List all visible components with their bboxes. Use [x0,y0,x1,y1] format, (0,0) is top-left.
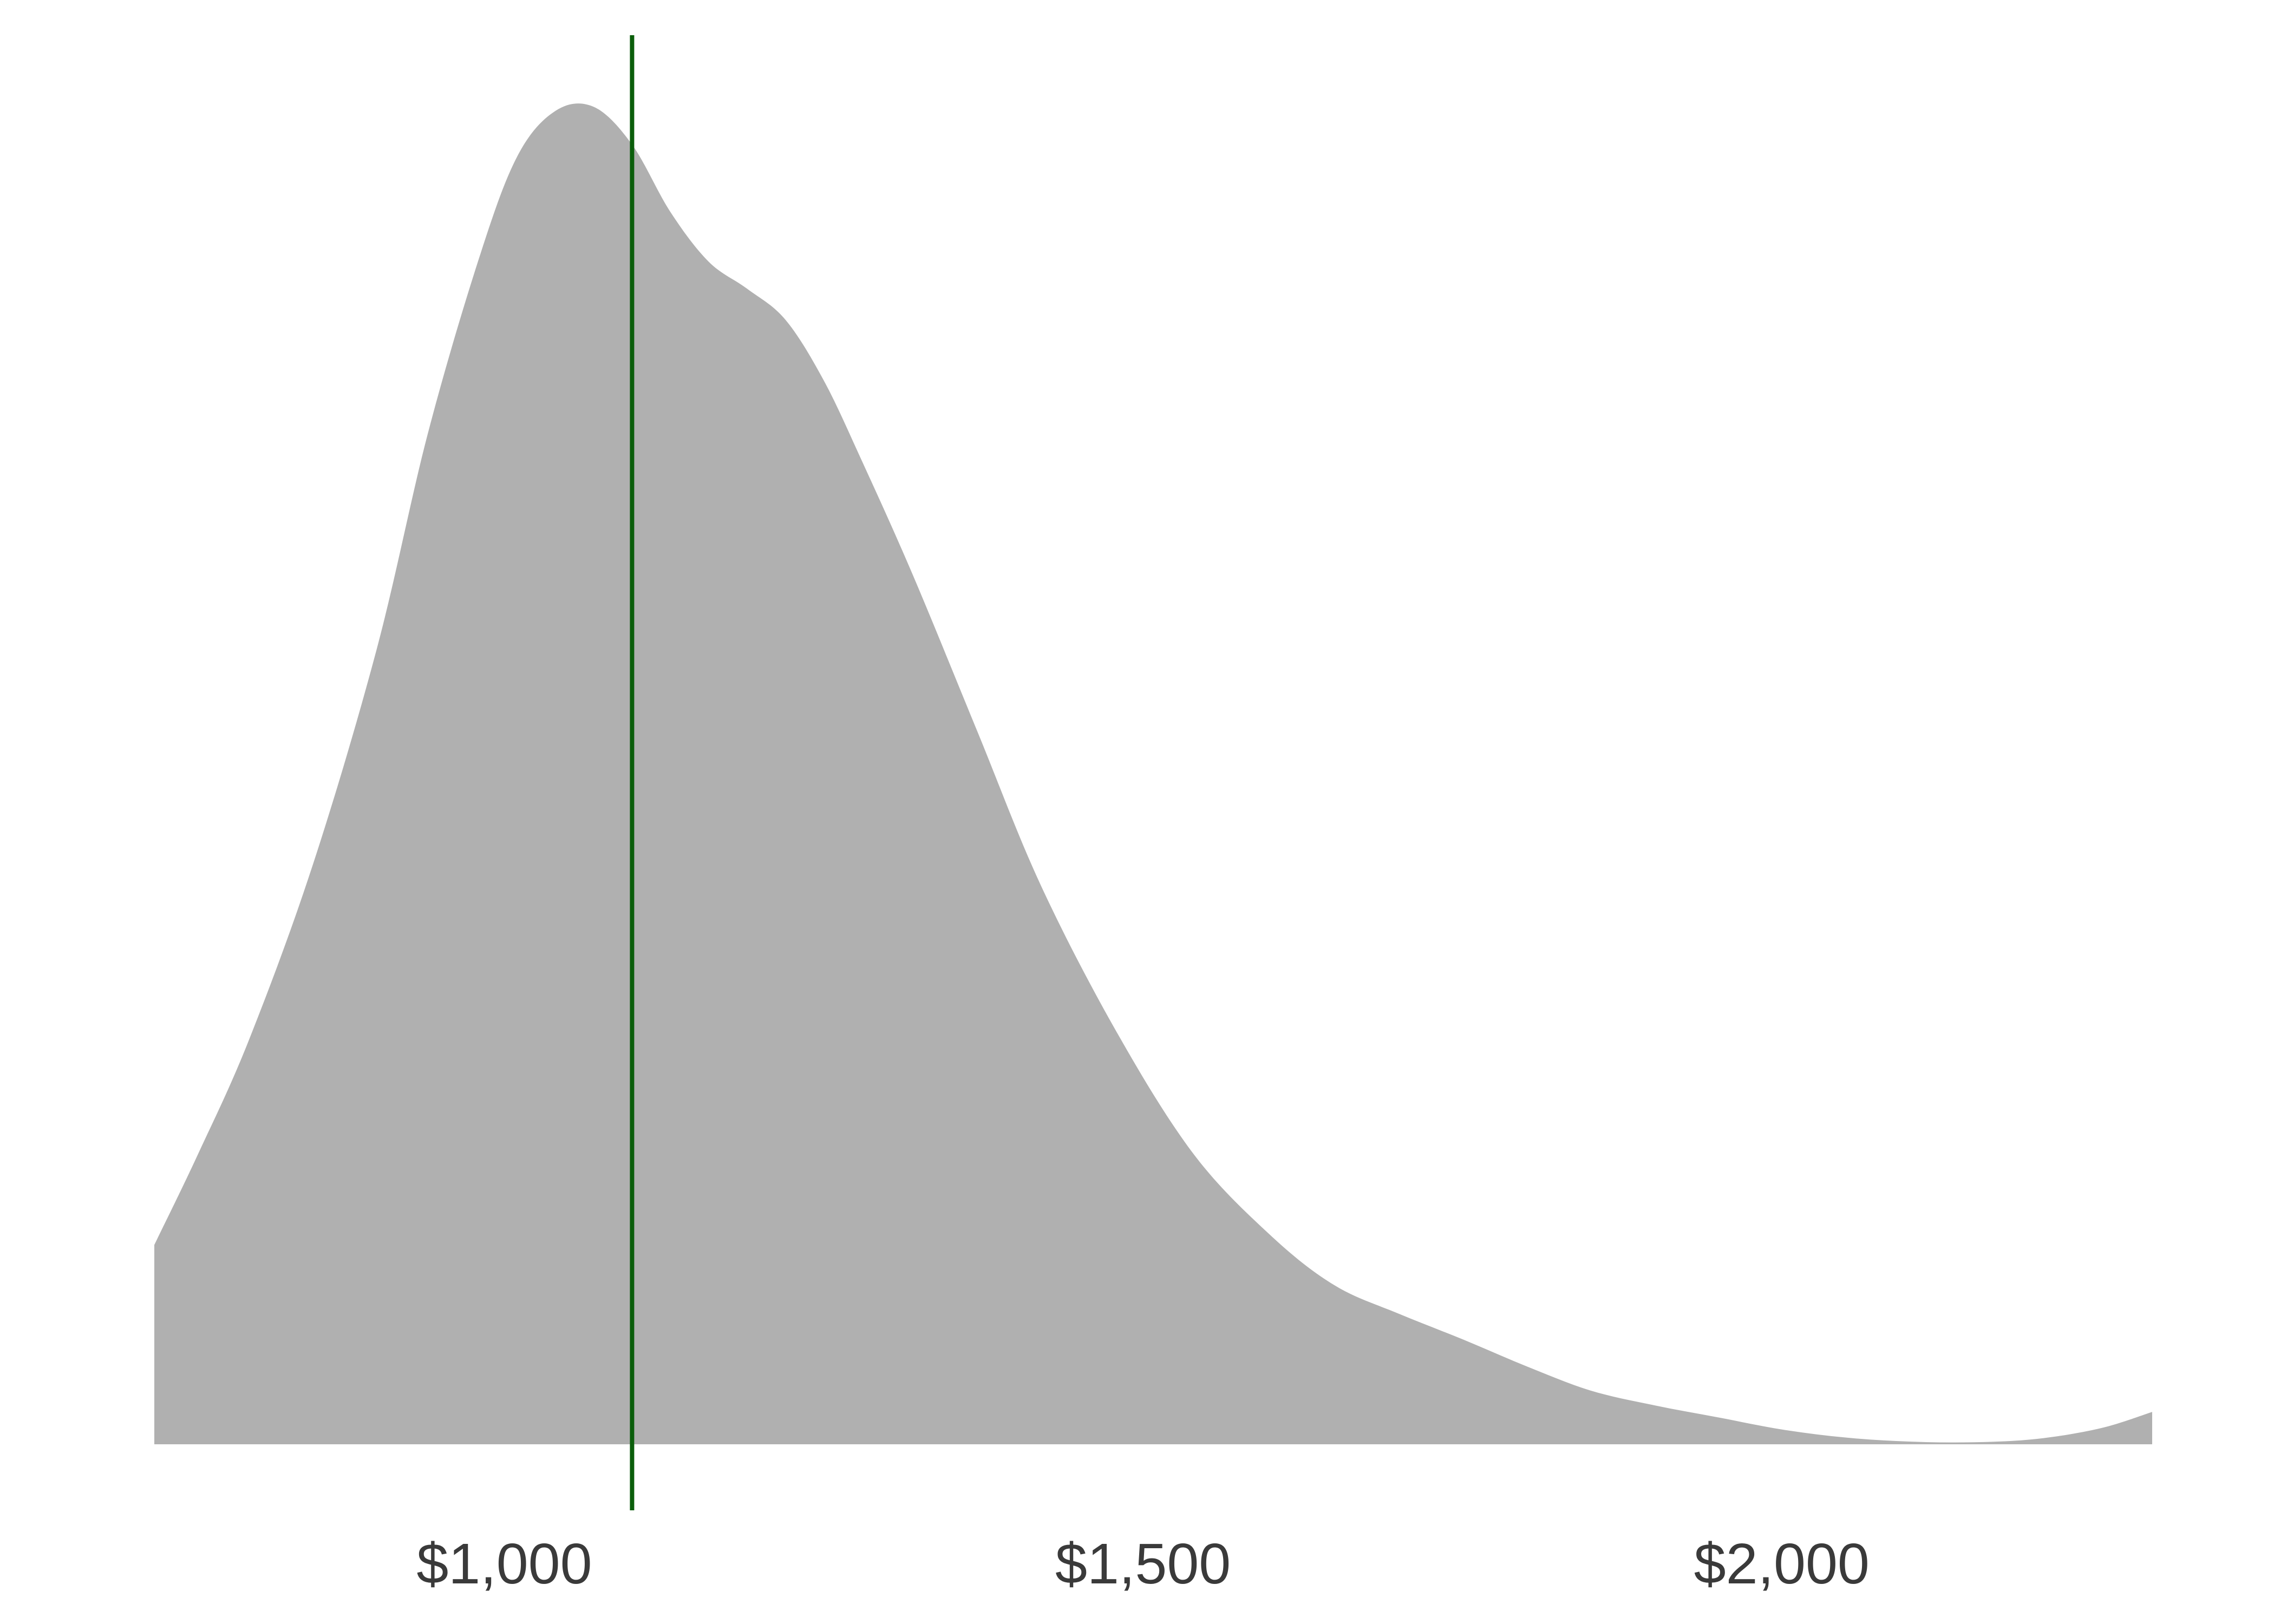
density-area [154,103,2152,1445]
x-tick-label: $1,000 [416,1532,592,1596]
x-tick-label: $1,500 [1055,1532,1231,1596]
x-tick-label: $2,000 [1694,1532,1870,1596]
plot-area [154,35,2152,1510]
x-axis-tick-labels: $1,000 $1,500 $2,000 [416,1532,1870,1596]
